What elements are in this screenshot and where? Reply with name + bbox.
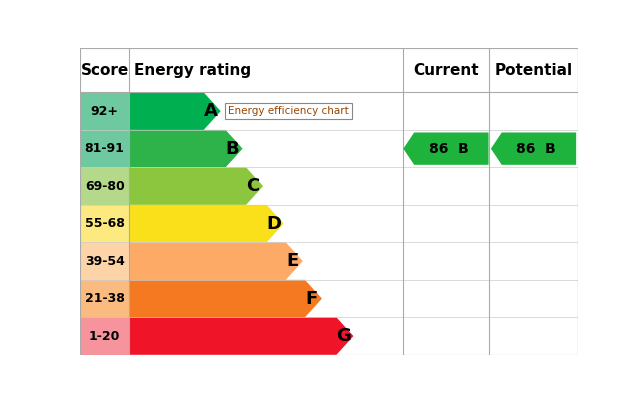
Text: E: E xyxy=(286,252,299,270)
Text: A: A xyxy=(204,102,218,120)
Text: Energy efficiency chart: Energy efficiency chart xyxy=(228,106,349,116)
Text: B: B xyxy=(225,140,239,158)
Text: Energy rating: Energy rating xyxy=(134,63,251,78)
Bar xyxy=(80,317,129,355)
Text: 86  B: 86 B xyxy=(516,142,556,156)
Polygon shape xyxy=(129,205,284,242)
Text: C: C xyxy=(247,177,259,195)
Bar xyxy=(80,205,129,242)
Polygon shape xyxy=(129,168,263,205)
Polygon shape xyxy=(129,242,303,280)
Text: 1-20: 1-20 xyxy=(89,330,120,343)
Bar xyxy=(80,130,129,168)
Text: 21-38: 21-38 xyxy=(85,292,125,305)
Text: G: G xyxy=(336,327,351,345)
Text: 69-80: 69-80 xyxy=(85,180,125,193)
Text: F: F xyxy=(306,290,318,308)
Polygon shape xyxy=(491,132,576,165)
Text: 81-91: 81-91 xyxy=(85,142,125,155)
Bar xyxy=(80,168,129,205)
Text: 39-54: 39-54 xyxy=(85,255,125,268)
Text: Potential: Potential xyxy=(494,63,573,78)
Text: 55-68: 55-68 xyxy=(85,217,125,230)
Polygon shape xyxy=(129,317,353,355)
Text: D: D xyxy=(266,215,281,233)
Polygon shape xyxy=(129,130,243,168)
Bar xyxy=(80,280,129,317)
Bar xyxy=(80,93,129,130)
Polygon shape xyxy=(129,280,322,317)
Text: 86  B: 86 B xyxy=(429,142,468,156)
Bar xyxy=(80,242,129,280)
Polygon shape xyxy=(129,93,221,130)
Text: 92+: 92+ xyxy=(91,105,119,118)
Text: Score: Score xyxy=(80,63,129,78)
Text: Current: Current xyxy=(413,63,479,78)
Polygon shape xyxy=(403,132,489,165)
